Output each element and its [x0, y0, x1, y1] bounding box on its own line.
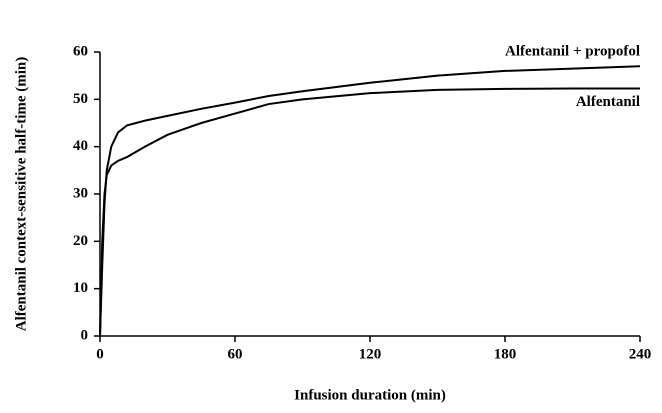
x-tick-label: 120: [359, 346, 382, 362]
x-tick-label: 240: [629, 346, 652, 362]
x-tick-label: 0: [96, 346, 104, 362]
y-axis-title: Alfentanil context-sensitive half-time (…: [13, 57, 29, 332]
series-line: [99, 65, 641, 337]
series-label: Alfentanil: [576, 94, 640, 110]
y-tick-label: 0: [81, 327, 89, 343]
y-tick-label: 20: [73, 233, 88, 249]
y-tick-label: 40: [73, 138, 88, 154]
x-tick-label: 180: [494, 346, 517, 362]
series-line: [99, 87, 640, 337]
y-tick-label: 30: [73, 185, 88, 201]
y-tick-label: 50: [73, 91, 88, 107]
series-label: Alfentanil + propofol: [505, 44, 640, 60]
y-tick-label: 60: [73, 43, 88, 59]
x-tick-label: 60: [228, 346, 243, 362]
x-axis-title: Infusion duration (min): [294, 387, 446, 403]
y-tick-label: 10: [73, 280, 88, 296]
